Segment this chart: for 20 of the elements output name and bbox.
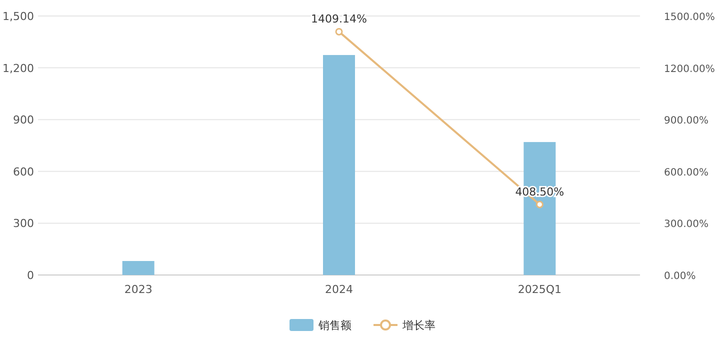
- x-tick-label: 2024: [325, 283, 353, 296]
- y2-tick-label: 300.00%: [664, 219, 708, 230]
- legend-label: 销售额: [318, 319, 352, 332]
- y-tick-label: 300: [13, 217, 34, 230]
- y-tick-label: 0: [27, 269, 34, 282]
- y2-tick-label: 900.00%: [664, 116, 708, 127]
- y2-tick-label: 1500.00%: [664, 12, 715, 23]
- y-tick-label: 1,500: [2, 10, 34, 23]
- data-label: 1409.14%: [311, 12, 367, 26]
- x-tick-label: 2023: [124, 283, 152, 296]
- y-tick-label: 1,200: [2, 62, 34, 75]
- y-tick-label: 600: [13, 165, 34, 178]
- y2-tick-label: 1200.00%: [664, 64, 715, 75]
- bar: [323, 55, 355, 275]
- y2-tick-label: 600.00%: [664, 167, 708, 178]
- y2-tick-label: 0.00%: [664, 271, 696, 282]
- legend-label: 增长率: [402, 319, 436, 332]
- bar: [122, 261, 154, 275]
- x-tick-label: 2025Q1: [518, 283, 562, 296]
- y-tick-label: 900: [13, 114, 34, 127]
